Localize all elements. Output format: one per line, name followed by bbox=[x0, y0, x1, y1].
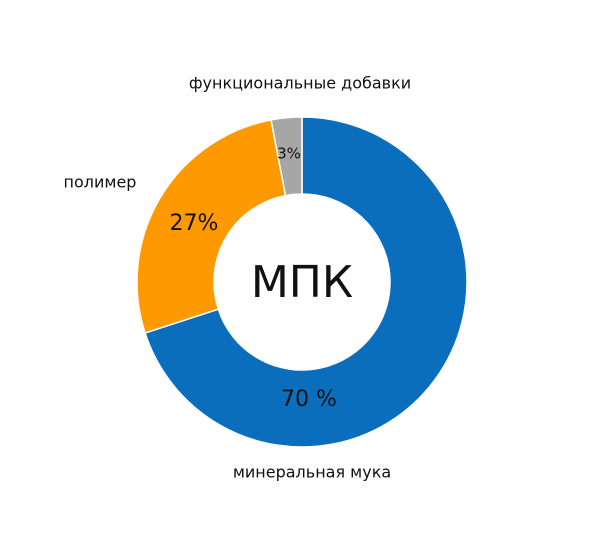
slice bbox=[136, 119, 287, 334]
slice bbox=[270, 116, 303, 197]
value-label: 3% bbox=[277, 145, 301, 163]
value-label: 70 % bbox=[281, 387, 337, 412]
slice bbox=[144, 116, 468, 448]
slices bbox=[136, 116, 468, 448]
center-label: МПК bbox=[251, 257, 353, 308]
category-label: полимер bbox=[64, 173, 137, 192]
category-label: функциональные добавки bbox=[189, 74, 411, 93]
category-label: минеральная мука bbox=[233, 463, 391, 482]
value-label: 27% bbox=[170, 211, 219, 236]
